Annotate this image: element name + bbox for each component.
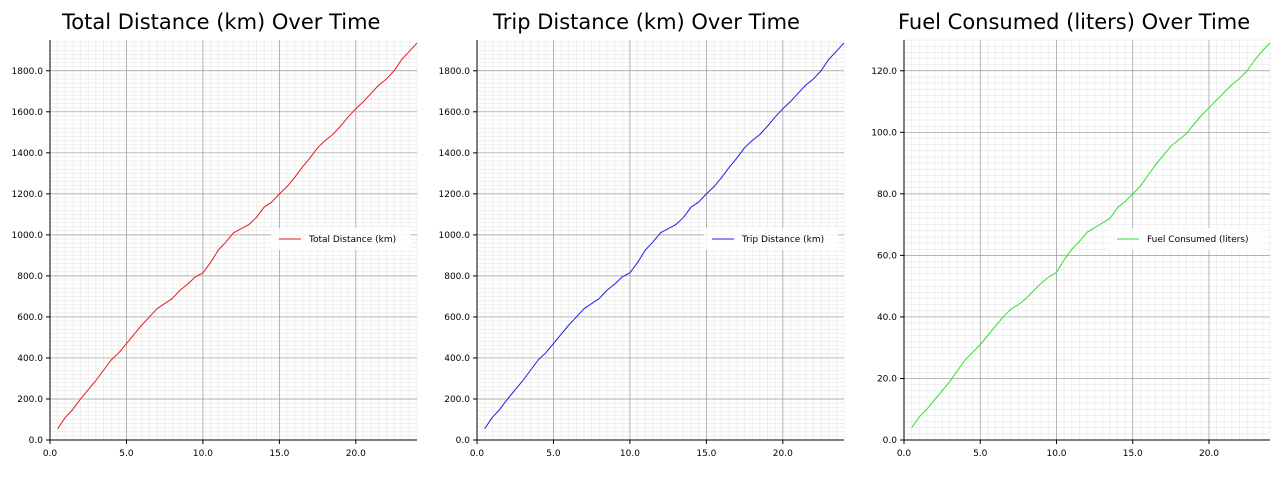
y-tick-label: 200.0 — [17, 395, 43, 405]
series-line — [484, 42, 845, 430]
x-tick-label: 5.0 — [546, 449, 561, 459]
x-tick-label: 20.0 — [346, 449, 366, 459]
x-tick-label: 0.0 — [470, 449, 485, 459]
chart-svg-total-distance: 0.0 5.0 10.0 15.0 20.0 0.0 200.0 400.0 600.0 800.… — [12, 40, 418, 459]
x-tick-label: 5.0 — [973, 449, 988, 459]
y-tick-label: 40.0 — [877, 313, 897, 323]
grid — [476, 40, 845, 441]
chart-title: Trip Distance (km) Over Time — [493, 10, 800, 34]
y-tick-label: 400.0 — [17, 354, 43, 364]
chart-svg-fuel-consumed: 0.0 5.0 10.0 15.0 20.0 0.0 20.0 40.0 60.0 80.0 100… — [871, 39, 1271, 459]
x-tick-label: 15.0 — [1123, 449, 1143, 459]
y-tick-label: 200.0 — [444, 395, 470, 405]
y-tick-label: 1200.0 — [439, 190, 471, 200]
legend-box — [271, 228, 411, 250]
y-tick-label: 100.0 — [871, 128, 897, 138]
legend-box — [1109, 228, 1264, 250]
chart-panel-total-distance: Total Distance (km) Over Time 0.0 5.0 10.0… — [0, 0, 427, 480]
x-tick-label: 15.0 — [269, 449, 289, 459]
x-tick-label: 0.0 — [43, 449, 58, 459]
y-tick-label: 1000.0 — [439, 231, 471, 241]
chart-title: Total Distance (km) Over Time — [62, 10, 381, 34]
x-tick-label: 20.0 — [773, 449, 793, 459]
y-tick-label: 1800.0 — [12, 67, 44, 77]
legend-label: Fuel Consumed (liters) — [1147, 235, 1249, 245]
y-tick-label: 60.0 — [877, 251, 897, 261]
y-tick-label: 0.0 — [29, 436, 44, 446]
chart-title: Fuel Consumed (liters) Over Time — [898, 10, 1251, 34]
legend-box — [704, 228, 838, 250]
y-tick-label: 600.0 — [17, 313, 43, 323]
chart-svg-trip-distance: 0.0 5.0 10.0 15.0 20.0 0.0 200.0 400.0 600.0 800.… — [439, 40, 845, 459]
grid — [49, 40, 418, 441]
legend-label: Total Distance (km) — [308, 235, 396, 245]
x-tick-label: 10.0 — [193, 449, 213, 459]
y-tick-label: 0.0 — [456, 436, 471, 446]
x-tick-label: 0.0 — [897, 449, 912, 459]
x-tick-label: 5.0 — [119, 449, 134, 459]
y-tick-label: 80.0 — [877, 190, 897, 200]
x-tick-label: 15.0 — [696, 449, 716, 459]
x-tick-label: 10.0 — [1046, 449, 1066, 459]
y-tick-label: 800.0 — [444, 272, 470, 282]
y-tick-label: 1200.0 — [12, 190, 44, 200]
y-tick-label: 1000.0 — [12, 231, 44, 241]
y-tick-label: 400.0 — [444, 354, 470, 364]
y-tick-label: 1400.0 — [439, 149, 471, 159]
chart-panel-trip-distance: Trip Distance (km) Over Time 0.0 5.0 10.0 1… — [427, 0, 854, 480]
chart-panel-fuel-consumed: Fuel Consumed (liters) Over Time 0.0 5.0 1… — [854, 0, 1280, 480]
y-tick-label: 1600.0 — [12, 108, 44, 118]
series-line — [911, 42, 1271, 428]
y-tick-label: 20.0 — [877, 374, 897, 384]
y-tick-label: 600.0 — [444, 313, 470, 323]
series-line — [57, 42, 418, 430]
y-tick-label: 1400.0 — [12, 149, 44, 159]
legend: Fuel Consumed (liters) — [1109, 228, 1264, 250]
y-tick-label: 0.0 — [883, 436, 898, 446]
legend-label: Trip Distance (km) — [741, 235, 824, 245]
x-tick-label: 10.0 — [620, 449, 640, 459]
legend: Total Distance (km) — [271, 228, 411, 250]
y-tick-label: 1800.0 — [439, 67, 471, 77]
x-tick-label: 20.0 — [1199, 449, 1219, 459]
legend: Trip Distance (km) — [704, 228, 838, 250]
y-tick-label: 1600.0 — [439, 108, 471, 118]
y-tick-label: 800.0 — [17, 272, 43, 282]
y-tick-label: 120.0 — [871, 67, 897, 77]
